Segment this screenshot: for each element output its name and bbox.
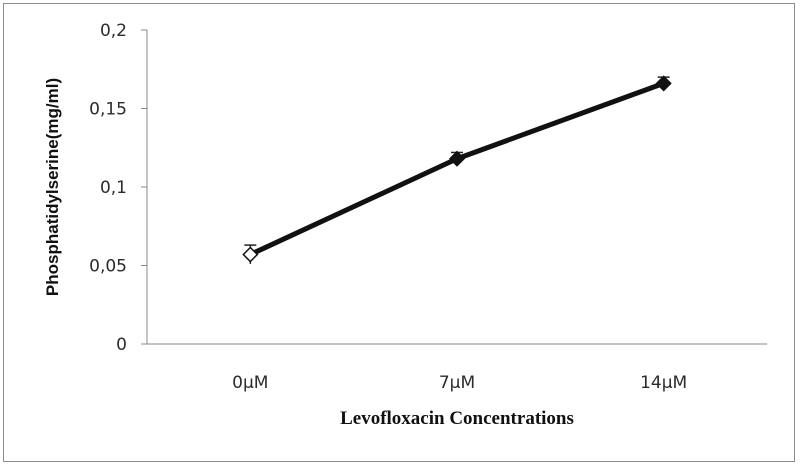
x-tick-label: 7µM (439, 373, 475, 393)
x-axis-label: Levofloxacin Concentrations (340, 408, 574, 429)
y-tick-label: 0,15 (89, 100, 127, 120)
y-axis-label: Phosphatidylserine(mg/ml) (43, 78, 62, 296)
series-line (249, 81, 665, 257)
data-point-marker (242, 246, 259, 263)
y-tick-label: 0 (116, 335, 127, 355)
x-tick-label: 14µM (640, 373, 687, 393)
y-tick-label: 0,05 (89, 257, 127, 277)
y-tick-label: 0,1 (100, 178, 127, 198)
x-tick-label: 0µM (232, 373, 268, 393)
y-tick-label: 0,2 (100, 21, 127, 41)
data-point-marker (655, 75, 672, 92)
data-point-marker (448, 150, 466, 167)
